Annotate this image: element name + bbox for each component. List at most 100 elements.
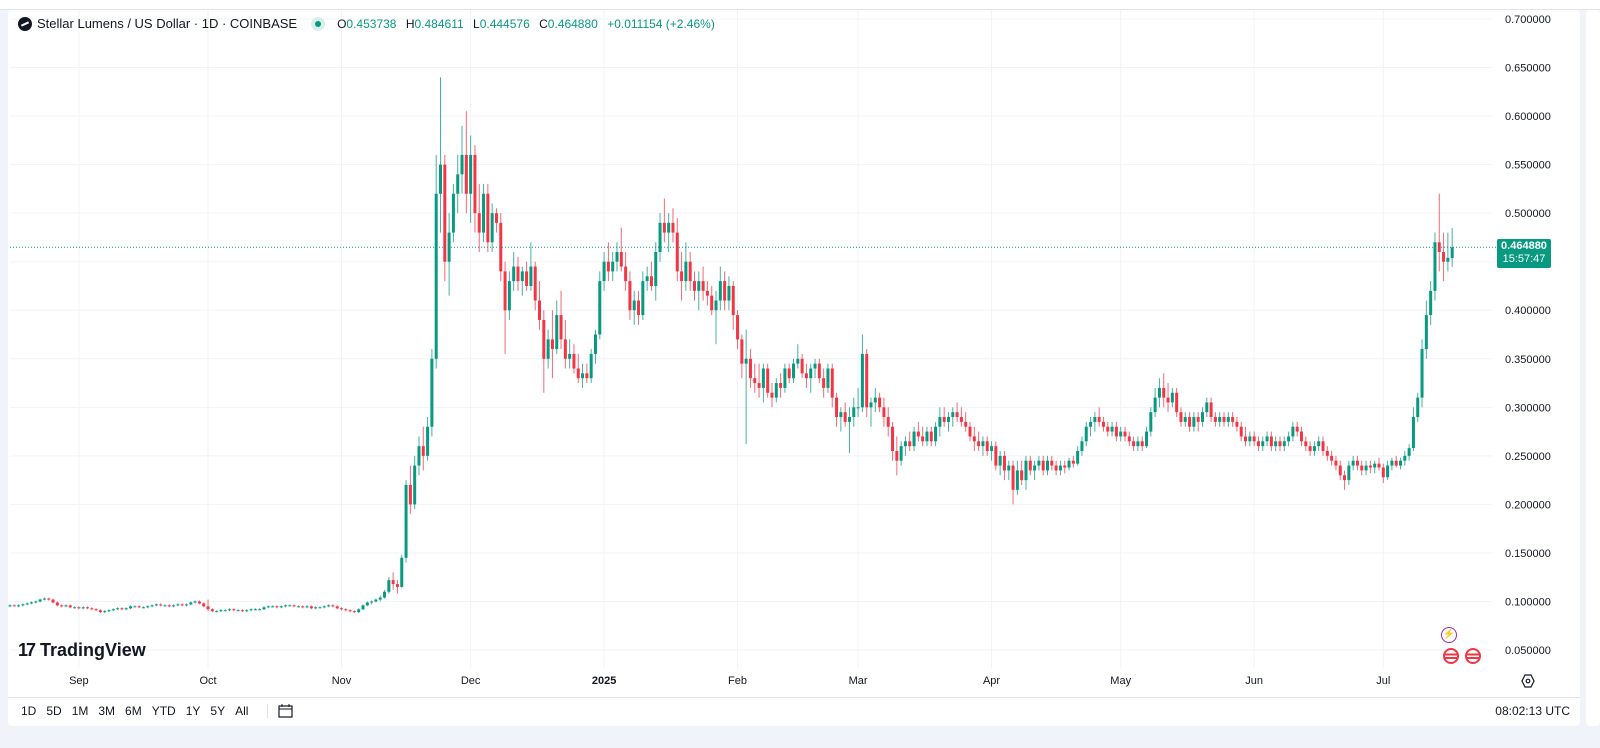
market-status-icon[interactable]: [311, 16, 326, 31]
candle-body: [288, 605, 292, 607]
candle: [439, 77, 442, 233]
range-5y-button[interactable]: 5Y: [210, 704, 226, 718]
candle: [817, 358, 821, 384]
y-tick-label: 0.650000: [1505, 63, 1551, 75]
candle: [219, 609, 223, 613]
clock-time[interactable]: 08:02:13 UTC: [1495, 704, 1570, 718]
range-6m-button[interactable]: 6M: [125, 704, 142, 718]
candle-body: [740, 339, 744, 364]
candle-body: [1394, 460, 1398, 466]
candle-body: [1011, 465, 1015, 490]
candle: [1321, 436, 1325, 456]
candle-body: [602, 261, 606, 282]
candle-body: [271, 606, 275, 608]
candle-body: [1364, 465, 1368, 471]
chart-legend: Stellar Lumens / US Dollar · 1D · COINBA…: [18, 16, 718, 31]
candle: [1170, 387, 1174, 408]
candle: [903, 436, 907, 456]
candle-body: [51, 599, 55, 603]
candle-body: [675, 232, 679, 272]
candle-body: [632, 300, 636, 311]
candle-body: [972, 436, 976, 442]
change-value: +0.011154 (+2.46%): [607, 16, 715, 31]
range-1d-button[interactable]: 1D: [21, 704, 37, 718]
candle: [1218, 412, 1222, 427]
settings-gear-icon[interactable]: [1521, 674, 1535, 688]
symbol-title[interactable]: Stellar Lumens / US Dollar · 1D · COINBA…: [37, 16, 298, 31]
candle-body: [1162, 387, 1166, 398]
candle: [1157, 378, 1161, 408]
range-all-button[interactable]: All: [235, 704, 249, 718]
candle: [1347, 460, 1351, 485]
candle-body: [55, 602, 59, 606]
candle-body: [637, 300, 641, 316]
candle-body: [1403, 455, 1407, 461]
candle: [860, 334, 864, 413]
range-1y-button[interactable]: 1Y: [185, 704, 201, 718]
candle-body: [296, 606, 300, 608]
range-5d-button[interactable]: 5D: [46, 704, 62, 718]
candle-body: [761, 368, 765, 388]
range-ytd-button[interactable]: YTD: [151, 704, 176, 718]
candle: [357, 608, 361, 614]
candle: [1394, 455, 1398, 468]
candle: [180, 603, 184, 607]
price-axis[interactable]: 0.050000 0.100000 0.150000 0.200000 0.250000…: [1505, 14, 1551, 657]
candle: [1132, 436, 1136, 452]
candle: [1416, 392, 1420, 422]
candlestick-chart[interactable]: 0.050000 0.100000 0.150000 0.200000 0.250000…: [0, 0, 1600, 697]
range-3m-button[interactable]: 3M: [98, 704, 116, 718]
candle: [352, 610, 356, 614]
candle-body: [792, 363, 796, 379]
calendar-range-icon[interactable]: [267, 704, 294, 718]
candle-body: [804, 373, 808, 379]
candle-body: [645, 276, 649, 282]
us-flag-event-icon[interactable]: [1465, 648, 1481, 664]
range-1m-button[interactable]: 1M: [71, 704, 89, 718]
candle: [1114, 421, 1118, 442]
candle: [314, 606, 318, 610]
candle-body: [1213, 417, 1217, 422]
candle-body: [236, 610, 240, 612]
candle: [1256, 436, 1260, 452]
candle-body: [361, 605, 365, 610]
candle: [1278, 436, 1282, 452]
candle: [400, 554, 404, 588]
tradingview-logo[interactable]: 17 TradingView: [18, 640, 146, 661]
candle-body: [378, 597, 382, 600]
lightning-event-icon[interactable]: ⚡: [1441, 627, 1457, 643]
candle-body: [1317, 441, 1321, 447]
last-price-label: 0.464880 15:57:47: [1497, 239, 1551, 268]
y-tick-label: 0.550000: [1505, 160, 1551, 172]
candle: [516, 256, 520, 291]
candle: [507, 271, 511, 320]
candle: [154, 603, 158, 607]
candle-body: [908, 441, 912, 447]
candle: [692, 271, 696, 301]
time-axis[interactable]: Sep Oct Nov Dec 2025 Feb Mar Apr May Jun Jul: [69, 675, 1390, 687]
candle-body: [193, 601, 197, 603]
us-flag-event-icon[interactable]: [1443, 648, 1459, 664]
candle-body: [680, 271, 684, 282]
candle-body: [1046, 460, 1050, 471]
candle: [568, 339, 572, 369]
x-tick-label: Jul: [1376, 675, 1390, 687]
y-tick-label: 0.350000: [1505, 354, 1551, 366]
candle: [684, 242, 688, 291]
candle-body: [546, 339, 550, 359]
candle: [344, 608, 348, 612]
candle-body: [494, 213, 498, 223]
candle: [335, 605, 339, 610]
candle: [202, 602, 206, 608]
candle: [847, 407, 851, 453]
candle-body: [68, 605, 72, 608]
candle: [51, 598, 55, 604]
candle-body: [1265, 436, 1269, 442]
candle: [1304, 436, 1308, 452]
candle: [60, 604, 64, 608]
candle: [90, 607, 94, 611]
candle: [253, 608, 257, 611]
candle: [964, 412, 968, 432]
candle-body: [275, 606, 279, 608]
candle: [1368, 460, 1372, 474]
